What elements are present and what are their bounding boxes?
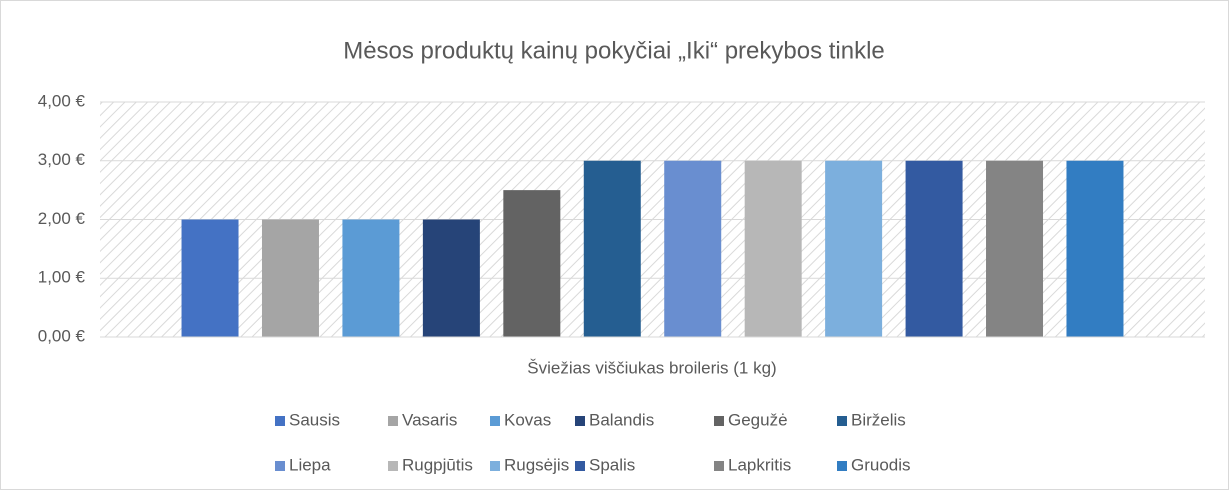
- y-tick-label: 0,00 €: [38, 326, 86, 345]
- legend-swatch: [490, 416, 500, 426]
- legend-swatch: [275, 461, 285, 471]
- legend-swatch: [714, 416, 724, 426]
- bar: [261, 219, 319, 337]
- bar: [181, 219, 239, 337]
- legend-swatch: [837, 416, 847, 426]
- legend-label: Rugpjūtis: [402, 455, 473, 474]
- bar: [503, 190, 561, 337]
- legend-swatch: [388, 461, 398, 471]
- y-tick-label: 4,00 €: [38, 91, 86, 110]
- y-tick-label: 1,00 €: [38, 268, 86, 287]
- legend-swatch: [490, 461, 500, 471]
- legend-label: Sausis: [289, 410, 340, 429]
- legend-label: Kovas: [504, 410, 551, 429]
- bar: [986, 160, 1044, 337]
- legend-swatch: [837, 461, 847, 471]
- bar: [342, 219, 400, 337]
- bar: [825, 160, 883, 337]
- legend-label: Spalis: [589, 455, 635, 474]
- legend-label: Vasaris: [402, 410, 457, 429]
- bar: [1066, 160, 1124, 337]
- bar: [744, 160, 802, 337]
- bar: [422, 219, 480, 337]
- chart-title: Mėsos produktų kainų pokyčiai „Iki“ prek…: [343, 37, 885, 64]
- legend-label: Rugsėjis: [504, 455, 569, 474]
- legend-swatch: [388, 416, 398, 426]
- legend-swatch: [714, 461, 724, 471]
- legend-label: Gruodis: [851, 455, 911, 474]
- bar: [664, 160, 722, 337]
- y-tick-label: 2,00 €: [38, 209, 86, 228]
- legend-label: Gegužė: [728, 410, 788, 429]
- bar: [905, 160, 963, 337]
- bar: [583, 160, 641, 337]
- x-tick-label: Šviežias viščiukas broileris (1 kg): [527, 358, 776, 377]
- legend-label: Liepa: [289, 455, 331, 474]
- legend-swatch: [275, 416, 285, 426]
- legend-label: Balandis: [589, 410, 654, 429]
- legend-swatch: [575, 461, 585, 471]
- y-tick-label: 3,00 €: [38, 150, 86, 169]
- legend-label: Birželis: [851, 410, 906, 429]
- legend-label: Lapkritis: [728, 455, 791, 474]
- legend-swatch: [575, 416, 585, 426]
